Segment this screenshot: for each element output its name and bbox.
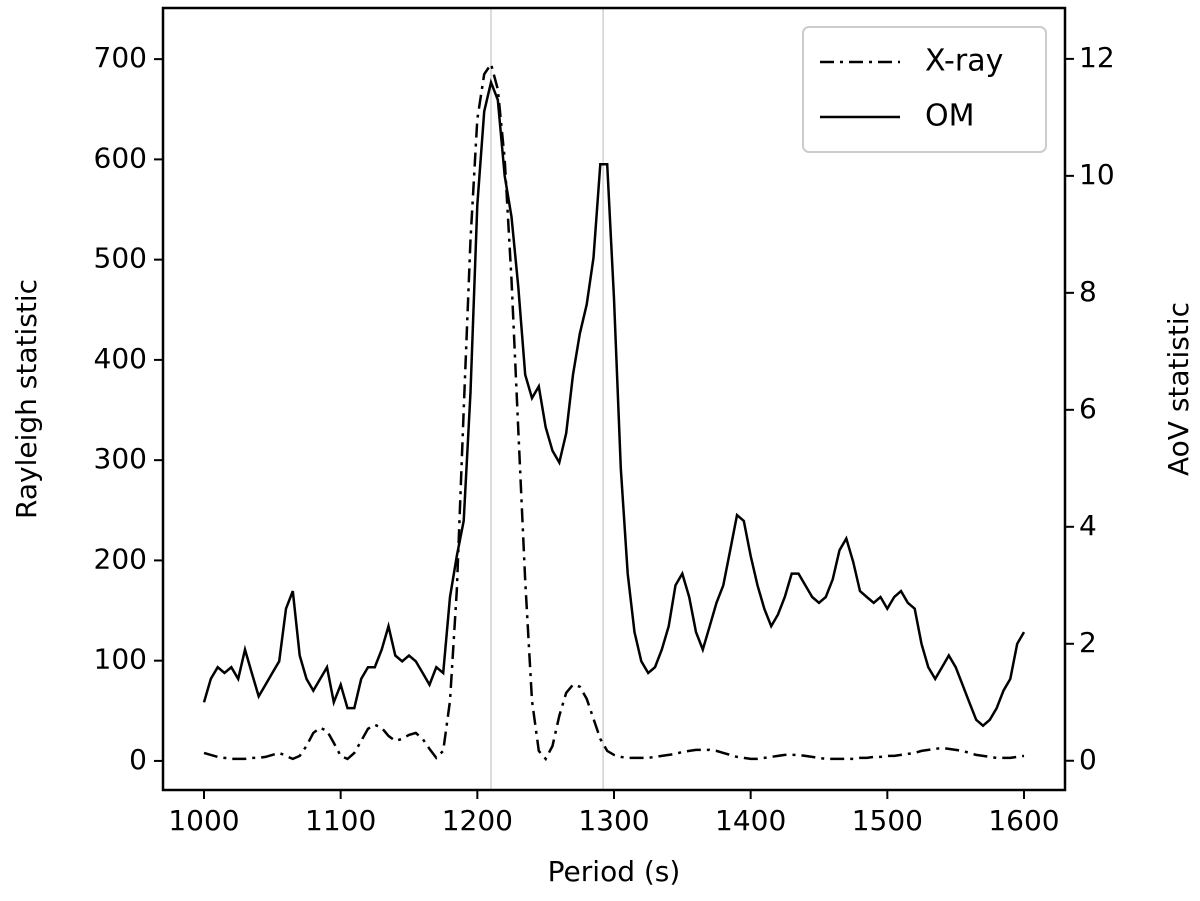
x-tick-label: 1500 xyxy=(852,804,923,837)
y-tick-label: 700 xyxy=(94,41,147,74)
y2-tick-label: 10 xyxy=(1079,158,1115,191)
y-axis-label: Rayleigh statistic xyxy=(10,279,43,519)
y-tick-label: 600 xyxy=(94,141,147,174)
y2-tick-label: 2 xyxy=(1079,626,1097,659)
y2-tick-label: 6 xyxy=(1079,392,1097,425)
y2-tick-label: 0 xyxy=(1079,743,1097,776)
x-tick-label: 1400 xyxy=(715,804,786,837)
x-tick-label: 1300 xyxy=(578,804,649,837)
y-tick-label: 200 xyxy=(94,542,147,575)
y2-tick-label: 8 xyxy=(1079,275,1097,308)
y2-tick-label: 12 xyxy=(1079,41,1115,74)
series-line xyxy=(203,61,1025,762)
y2-tick-label: 4 xyxy=(1079,509,1097,542)
x-axis-label: Period (s) xyxy=(548,855,681,888)
legend-box xyxy=(802,26,1047,153)
legend-label: OM xyxy=(925,99,975,134)
x-tick-label: 1600 xyxy=(988,804,1059,837)
y-tick-label: 0 xyxy=(129,743,147,776)
legend-label: X-ray xyxy=(925,44,1003,79)
y-tick-label: 400 xyxy=(94,342,147,375)
y2-axis-label: AoV statistic xyxy=(1162,302,1195,476)
x-tick-label: 1100 xyxy=(305,804,376,837)
x-tick-label: 1000 xyxy=(168,804,239,837)
y-tick-label: 100 xyxy=(94,643,147,676)
y-tick-label: 300 xyxy=(94,442,147,475)
x-tick-label: 1200 xyxy=(442,804,513,837)
y-tick-label: 500 xyxy=(94,242,147,275)
series-line xyxy=(202,78,1026,728)
